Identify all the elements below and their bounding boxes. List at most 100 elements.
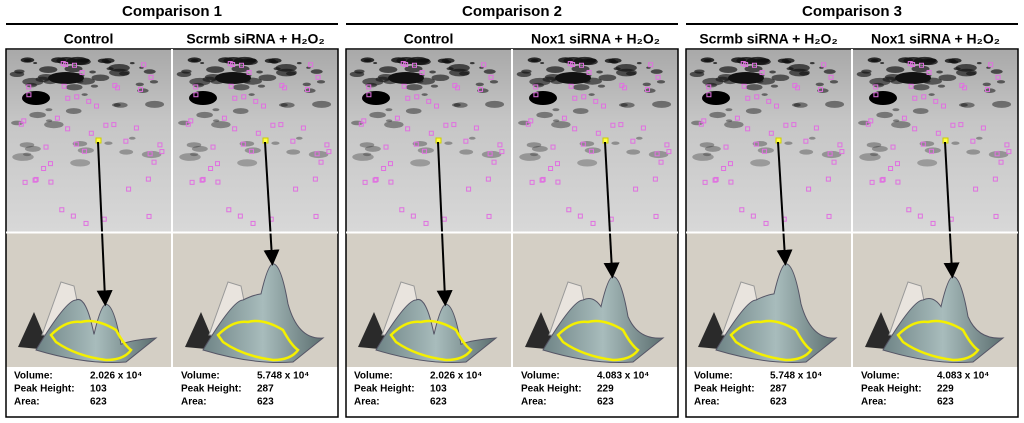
marker-box xyxy=(157,142,163,148)
gel-spot xyxy=(200,61,205,64)
marker-box xyxy=(655,74,661,80)
gel-spot xyxy=(430,84,439,88)
gel-spot xyxy=(23,58,32,63)
marker-box xyxy=(414,94,420,100)
gel-spot xyxy=(278,103,288,107)
marker-box xyxy=(806,186,812,192)
peak-outline xyxy=(729,319,813,362)
marker-box xyxy=(221,115,227,121)
marker-box xyxy=(995,74,1001,80)
marker-box xyxy=(586,69,592,75)
marker-box xyxy=(941,103,947,109)
gel-spot xyxy=(237,159,258,167)
marker-box xyxy=(1004,142,1010,148)
gel-spot xyxy=(689,71,705,77)
stat-label: Volume: xyxy=(354,371,393,382)
marker-box xyxy=(270,122,276,128)
gel-spot xyxy=(960,102,975,108)
marker-box xyxy=(706,84,712,90)
marker-box xyxy=(314,151,320,157)
marker-box xyxy=(837,142,843,148)
gel-spot xyxy=(876,111,893,119)
gel-spot xyxy=(793,102,808,108)
marker-box xyxy=(928,148,934,154)
gel-spot xyxy=(988,150,1009,159)
gel-spot xyxy=(286,149,301,155)
stat-value: 287 xyxy=(770,384,787,395)
gel-spot xyxy=(870,58,879,63)
marker-box xyxy=(533,92,539,98)
marker-box xyxy=(754,94,760,100)
marker-box xyxy=(141,62,147,68)
marker-box xyxy=(43,144,49,150)
marker-box xyxy=(633,186,639,192)
gel-spot xyxy=(449,68,470,77)
marker-box xyxy=(115,85,121,91)
stat-value: 623 xyxy=(937,397,954,408)
stat-value: 623 xyxy=(257,397,274,408)
marker-box xyxy=(488,74,494,80)
marker-box xyxy=(580,141,586,147)
marker-box xyxy=(214,161,220,167)
marker-box xyxy=(300,125,306,131)
marker-box xyxy=(894,161,900,167)
stat-value: 103 xyxy=(430,384,447,395)
marker-box xyxy=(595,130,601,136)
gel-image xyxy=(686,50,851,232)
marker-box xyxy=(151,159,157,165)
marker-box xyxy=(743,62,749,68)
gel-spot xyxy=(870,152,879,157)
gel-spot xyxy=(419,58,430,63)
marker-box xyxy=(232,95,238,101)
arrow xyxy=(96,141,113,307)
marker-box xyxy=(305,86,311,92)
gel-spot xyxy=(89,70,96,74)
gel-spot xyxy=(702,91,730,105)
marker-box xyxy=(873,92,879,98)
gel-spot xyxy=(135,82,144,87)
marker-box xyxy=(358,121,364,127)
marker-box xyxy=(74,94,80,100)
marker-box xyxy=(568,83,574,89)
marker-box xyxy=(761,148,767,154)
gel-spot xyxy=(246,58,257,63)
marker-box xyxy=(752,62,758,68)
gel-spot xyxy=(745,108,762,114)
marker-box xyxy=(103,122,109,128)
marker-box xyxy=(713,176,719,182)
gel-spot xyxy=(536,111,553,119)
marker-box xyxy=(426,98,432,104)
marker-box xyxy=(189,179,195,185)
gel-spot xyxy=(956,68,977,77)
stat-label: Volume: xyxy=(181,371,220,382)
gel-spot xyxy=(990,69,1003,74)
marker-box xyxy=(973,186,979,192)
stat-value: 623 xyxy=(597,397,614,408)
marker-box xyxy=(839,149,845,155)
marker-box xyxy=(290,138,296,144)
gel-spot xyxy=(79,58,90,63)
gel-spot xyxy=(312,100,332,108)
marker-box xyxy=(759,69,765,75)
gel-spot xyxy=(532,82,544,88)
marker-box xyxy=(241,94,247,100)
gel-spot xyxy=(789,68,810,77)
marker-box xyxy=(421,148,427,154)
marker-box xyxy=(745,95,751,101)
marker-box xyxy=(768,130,774,136)
arrow xyxy=(603,141,620,279)
gel-spot xyxy=(809,62,815,65)
marker-box xyxy=(387,161,393,167)
marker-box xyxy=(261,103,267,109)
marker-box xyxy=(888,165,894,171)
gel-spot xyxy=(90,84,99,88)
gel-spot xyxy=(703,152,712,157)
gel-spot xyxy=(231,65,250,73)
marker-box xyxy=(485,176,491,182)
marker-box xyxy=(86,98,92,104)
gel-spot xyxy=(709,111,726,119)
gel-spot xyxy=(825,100,845,108)
stat-value: 229 xyxy=(937,384,954,395)
marker-box xyxy=(255,130,261,136)
marker-box xyxy=(434,103,440,109)
